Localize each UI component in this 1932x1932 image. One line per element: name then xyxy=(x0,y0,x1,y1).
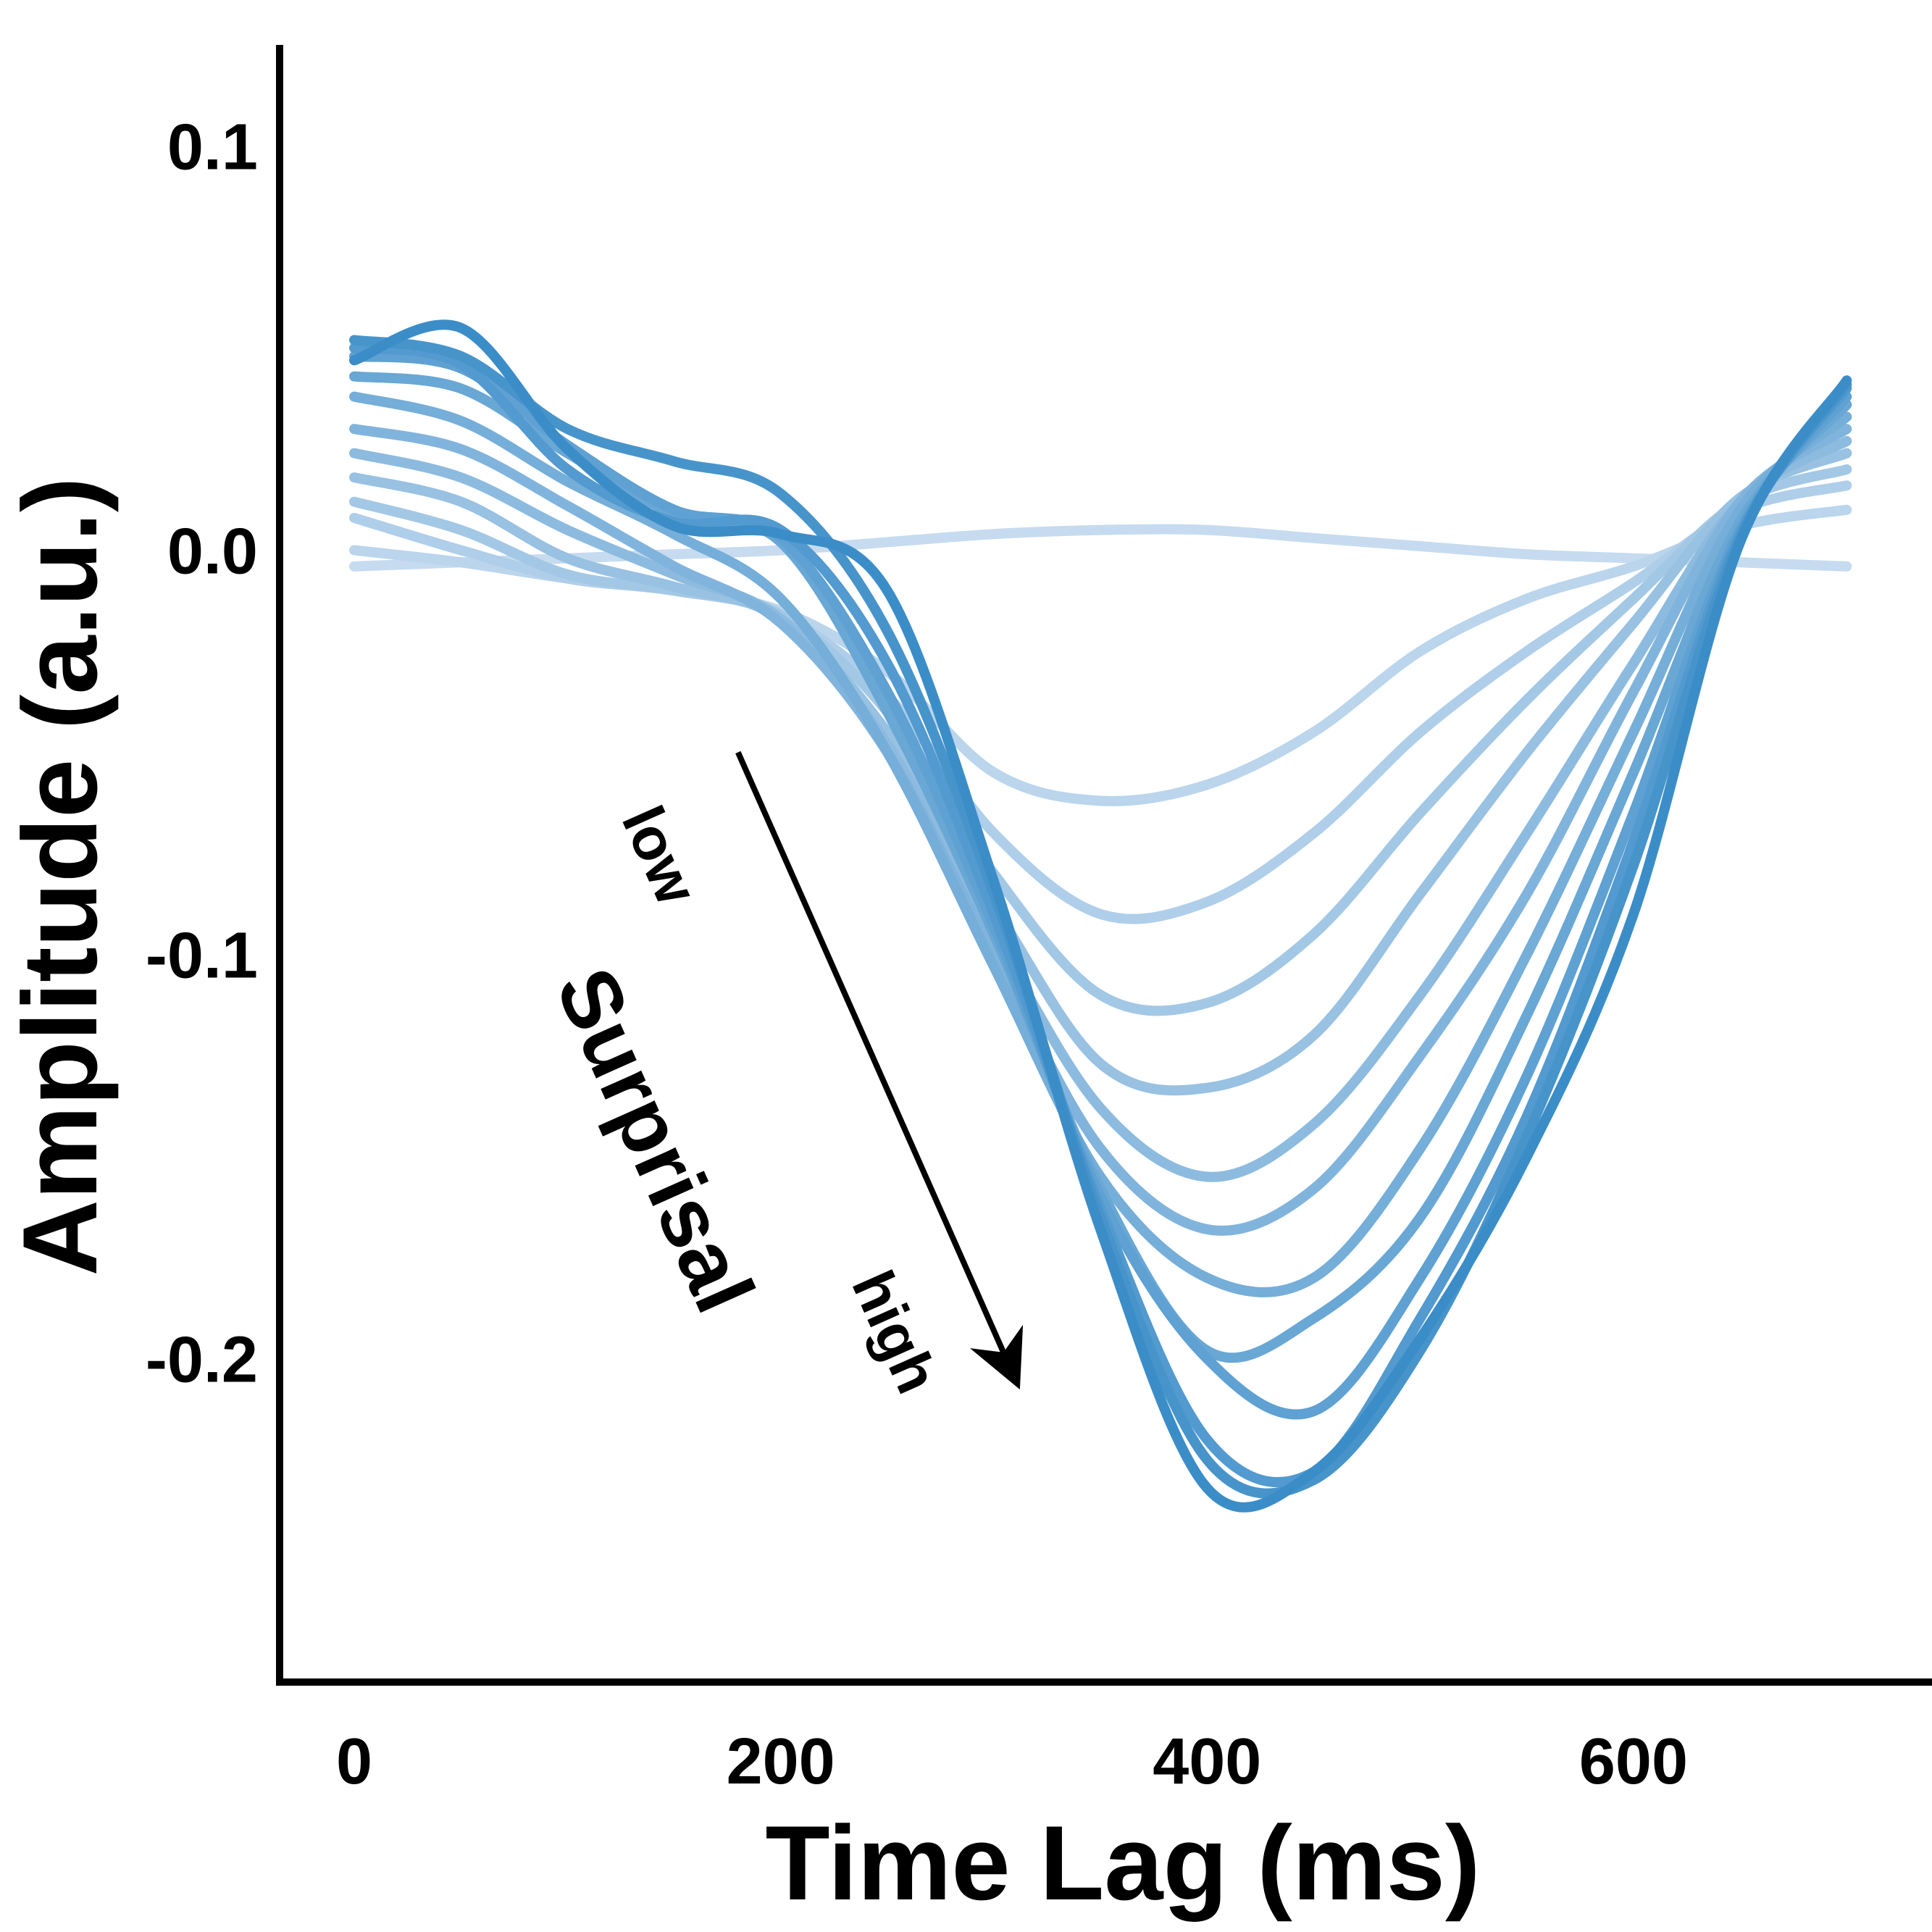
y-tick-label: 0.0 xyxy=(167,516,258,588)
series-line-4 xyxy=(349,464,1852,1016)
y-tick-label: 0.1 xyxy=(167,112,258,184)
series-line-5 xyxy=(349,448,1852,1096)
y-tick-label: -0.1 xyxy=(146,920,258,992)
series-line-8 xyxy=(349,391,1852,1297)
series-line-10 xyxy=(349,351,1852,1420)
x-axis-title: Time Lag (ms) xyxy=(765,1804,1480,1922)
series-line-13 xyxy=(349,319,1852,1513)
y-axis-title: Amplitude (a.u.) xyxy=(1,477,119,1276)
series-line-12 xyxy=(349,335,1852,1499)
surprisal-title: Surprisal xyxy=(538,955,772,1326)
series-line-1 xyxy=(349,524,1852,572)
surprisal-arrow xyxy=(735,750,1024,1390)
x-tick-label: 400 xyxy=(1153,1726,1261,1798)
surprisal-low-label: low xyxy=(609,797,710,914)
x-tick-label: 600 xyxy=(1579,1726,1688,1798)
y-tick-labels: 0.1 0.0 -0.1 -0.2 xyxy=(146,112,258,1397)
x-tick-label: 200 xyxy=(727,1726,835,1798)
series-layer xyxy=(349,319,1852,1513)
y-tick-label: -0.2 xyxy=(146,1324,258,1397)
series-line-7 xyxy=(349,424,1852,1236)
series-line-6 xyxy=(349,435,1852,1182)
surprisal-high-label: high xyxy=(839,1261,950,1402)
x-tick-label: 0 xyxy=(336,1726,372,1798)
x-tick-labels: 0 200 400 600 xyxy=(336,1726,1688,1798)
